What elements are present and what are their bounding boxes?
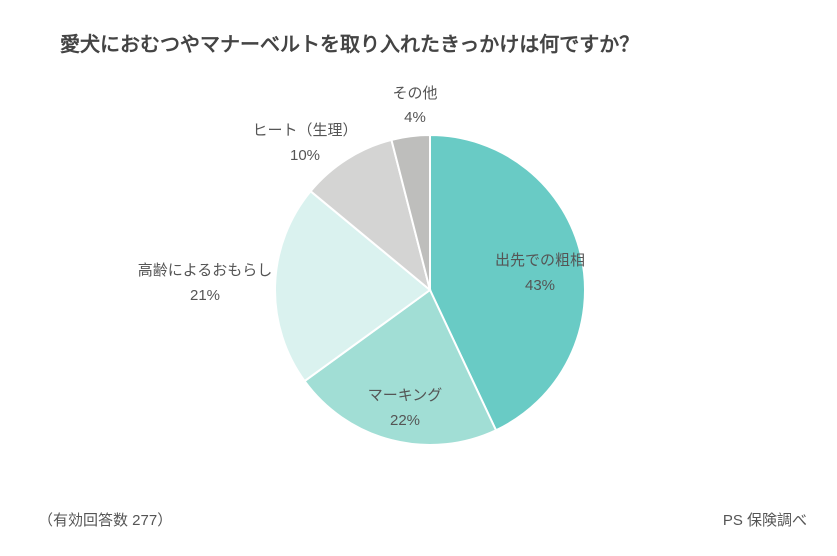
slice-label-2: 高齢によるおもらし bbox=[138, 262, 273, 279]
slice-pct-2: 21% bbox=[190, 287, 220, 304]
slice-label-1: マーキング bbox=[368, 387, 443, 404]
slice-label-0: 出先での粗相 bbox=[495, 252, 585, 269]
pie-chart: 出先での粗相 43% マーキング 22% 高齢によるおもらし 21% ヒート（生理） 10% そ… bbox=[0, 60, 837, 490]
slice-pct-4: 4% bbox=[404, 109, 426, 126]
slice-label-4: その他 bbox=[392, 85, 437, 102]
chart-title: 愛犬におむつやマナーベルトを取り入れたきっかけは何ですか？ bbox=[60, 28, 639, 57]
slice-pct-3: 10% bbox=[290, 147, 320, 164]
slice-pct-1: 22% bbox=[390, 412, 420, 429]
footnote-right: PS 保険調べ bbox=[723, 509, 807, 530]
pie-svg: 出先での粗相 43% マーキング 22% 高齢によるおもらし 21% ヒート（生理） 10% そ… bbox=[0, 60, 837, 490]
chart-page: 愛犬におむつやマナーベルトを取り入れたきっかけは何ですか？ 出先での粗相 43% マ… bbox=[0, 0, 837, 556]
footnote-left: （有効回答数 277） bbox=[38, 509, 172, 530]
slice-label-3: ヒート（生理） bbox=[252, 122, 357, 139]
slice-pct-0: 43% bbox=[525, 277, 555, 294]
